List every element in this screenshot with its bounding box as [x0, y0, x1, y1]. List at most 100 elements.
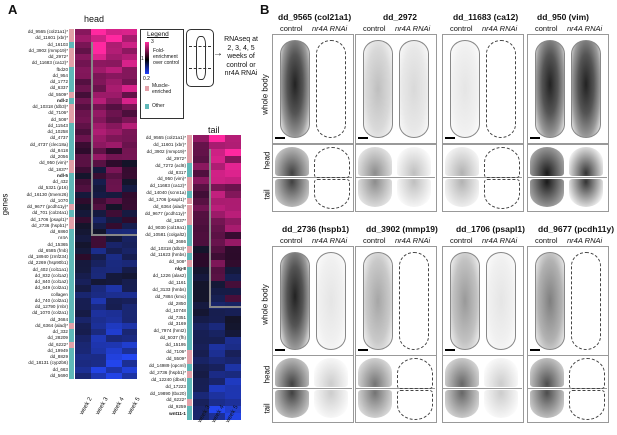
heatmap-cell	[75, 204, 91, 211]
head-image	[358, 358, 392, 387]
heatmap-cell	[209, 141, 225, 150]
col-label: week 3	[95, 396, 110, 416]
cut-line-icon	[189, 46, 211, 47]
head-image	[445, 358, 479, 387]
worm-image	[450, 252, 480, 350]
heatmap-cell	[209, 392, 225, 400]
heatmap-cell	[75, 104, 91, 111]
gene-label: dd_15365	[47, 241, 68, 247]
gene-label: dd_840 (col1a2)	[34, 279, 68, 284]
heatmap-cell	[193, 371, 209, 379]
heatmap-cell	[225, 274, 241, 282]
category-cell	[69, 141, 74, 148]
heatmap-cell	[90, 341, 106, 349]
scale-bar	[445, 349, 455, 351]
heatmap-cell	[225, 315, 241, 323]
heatmap-cell	[225, 155, 241, 164]
gene-label: dd_6222*	[166, 397, 186, 403]
heatmap-cell	[193, 135, 209, 143]
head-image	[569, 358, 605, 389]
head-image	[397, 147, 431, 176]
category-cell	[187, 371, 192, 379]
heatmap-cell	[75, 41, 91, 49]
gene-label: dd_332	[52, 329, 68, 334]
heatmap-cell	[193, 176, 209, 184]
heatmap-cell	[90, 72, 106, 80]
category-cell	[69, 54, 74, 61]
heatmap-cell	[75, 354, 91, 361]
heatmap-cell	[121, 35, 137, 42]
head-image	[484, 358, 518, 387]
category-cell	[69, 285, 74, 292]
gene-label: wnt11-1	[169, 411, 186, 417]
gene-label: dd_3169	[168, 321, 186, 327]
divider	[355, 177, 435, 178]
category-cell	[69, 247, 74, 254]
heatmap-cell	[75, 335, 91, 342]
row-label-head: head	[262, 365, 272, 384]
rnai-label: nr4A RNAi	[395, 24, 431, 33]
heatmap-cell	[75, 347, 91, 355]
tail-image	[530, 390, 564, 418]
heatmap-cell	[90, 272, 106, 280]
heatmap-cell	[106, 97, 122, 105]
image-title: dd_950 (vim)	[537, 12, 589, 22]
category-cell	[187, 378, 192, 386]
heatmap-cell	[121, 254, 137, 261]
head-column-labels: week 2 week 3 week 4 week 5	[75, 383, 145, 423]
tail-image	[530, 179, 564, 207]
legend-scale-bot: 0.2	[143, 76, 150, 82]
heatmap-cell	[121, 304, 137, 311]
gene-label: dd_10258	[47, 129, 68, 134]
heatmap-cell	[75, 97, 91, 105]
heatmap-cell	[90, 222, 106, 230]
category-cell	[69, 360, 74, 367]
heatmap-cell	[193, 183, 209, 191]
heatmap-cell	[225, 406, 241, 414]
row-label-tail: tail	[262, 403, 272, 414]
category-cell	[69, 254, 74, 261]
heatmap-cell	[121, 310, 137, 317]
heatmap-cell	[75, 129, 91, 136]
gene-label: dd_1070	[50, 197, 68, 203]
heatmap-cell	[106, 79, 122, 86]
heatmap-cell	[90, 41, 106, 49]
heatmap-cell	[193, 385, 209, 393]
tail-image	[484, 179, 520, 209]
category-cell	[69, 272, 74, 279]
arrow-icon: →	[213, 48, 223, 59]
heatmap-cell	[90, 85, 106, 92]
category-cell	[187, 399, 192, 407]
heatmap-cell	[106, 360, 122, 367]
experiment-schematic	[186, 29, 214, 87]
heatmap-cell	[106, 122, 122, 130]
heatmap-cell	[121, 329, 137, 336]
category-cell	[187, 406, 192, 414]
heatmap-cell	[121, 47, 137, 55]
heatmap-cell	[121, 372, 137, 380]
control-label: control	[450, 236, 473, 245]
gene-label: dd_11623 (hmbs)	[150, 252, 186, 258]
cluster-outline	[209, 148, 241, 308]
heatmap-cell	[209, 413, 225, 421]
col-label: week 4	[111, 396, 126, 416]
gene-label: dd_5509*	[166, 356, 186, 361]
category-cell	[187, 385, 192, 393]
gene-label: dd_7106*	[166, 349, 186, 355]
scale-bar	[445, 137, 455, 139]
legend-title: Legend	[147, 31, 169, 38]
category-cell	[187, 211, 192, 219]
rnai-label: nr4A RNAi	[567, 24, 603, 33]
gene-label: dd_11601 (xbr)*	[153, 141, 186, 147]
category-cell	[187, 190, 192, 198]
heatmap-cell	[106, 29, 122, 36]
scale-bar	[358, 137, 368, 139]
tail-category-strip	[187, 135, 192, 420]
heatmap-cell	[225, 135, 241, 143]
gene-label: dd_5690	[50, 372, 68, 378]
heatmap-cell	[121, 60, 137, 67]
heatmap-cell	[209, 315, 225, 323]
heatmap-cell	[193, 343, 209, 351]
heatmap-cell	[209, 218, 225, 226]
heatmap-cell	[106, 166, 122, 174]
